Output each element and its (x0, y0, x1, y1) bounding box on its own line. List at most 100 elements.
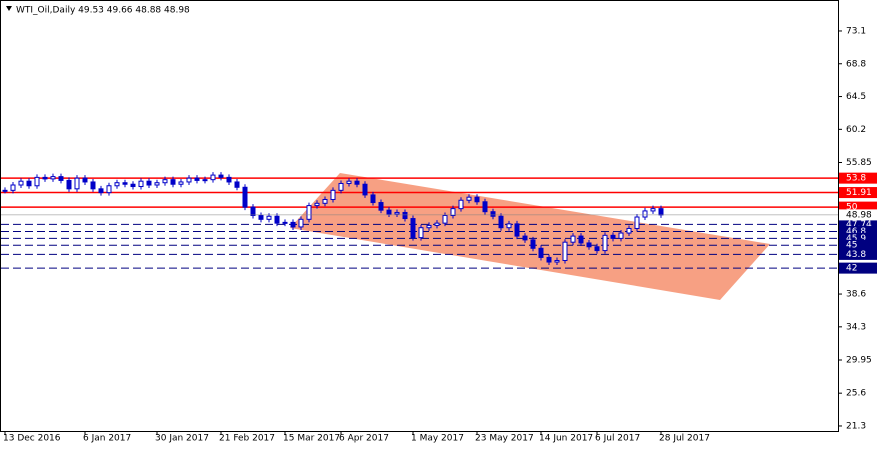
x-tick-label: 14 Jun 2017 (539, 434, 593, 444)
candle-body (106, 185, 112, 194)
candle-body (10, 184, 16, 191)
candle-body (458, 199, 464, 210)
candle-body (466, 196, 472, 201)
candle-body (490, 211, 496, 217)
candle-body (506, 223, 512, 229)
y-tick-label: 55.85 (846, 158, 872, 168)
candle-body (402, 211, 408, 220)
level-label-bg (839, 226, 877, 238)
candle-body (338, 182, 344, 191)
y-tick-label: 60.2 (846, 125, 866, 135)
candle-body (418, 227, 424, 239)
plot-frame (0, 0, 839, 432)
level-label-bg (839, 201, 877, 213)
y-tick-label: 64.5 (846, 92, 866, 102)
candle-body (50, 176, 56, 180)
candle-body (586, 242, 592, 248)
candle-body (130, 183, 136, 188)
level-label-bg (839, 262, 877, 274)
candle-body (186, 177, 192, 183)
chart-title: WTI_Oil,Daily 49.53 49.66 48.88 48.98 (16, 6, 190, 16)
candle-body (386, 209, 392, 215)
x-tick-label: 6 Jul 2017 (595, 434, 640, 444)
candle-body (474, 196, 480, 203)
candle-body (58, 176, 64, 181)
x-tick-label: 13 Dec 2016 (3, 434, 61, 444)
level-label: 46.8 (846, 227, 866, 237)
candle-body (34, 176, 40, 187)
candle-body (626, 227, 632, 234)
candle-body (578, 235, 584, 244)
level-label: 45.9 (846, 234, 866, 244)
candle-body (634, 216, 640, 229)
candle-body (234, 181, 240, 188)
candle-body (90, 181, 96, 190)
level-label-bg (839, 248, 877, 260)
candle-body (362, 183, 368, 196)
candle-body (242, 186, 248, 208)
candle-body (482, 201, 488, 213)
candle-body (18, 180, 24, 186)
x-tick-label: 1 May 2017 (411, 434, 464, 444)
y-tick-label: 38.6 (846, 290, 866, 300)
candle-body (250, 206, 256, 217)
candle-body (82, 177, 88, 183)
candle-body (522, 235, 528, 241)
x-tick-label: 21 Feb 2017 (219, 434, 275, 444)
candle-body (170, 179, 176, 185)
candle-body (218, 174, 224, 178)
candle-body (298, 218, 304, 228)
candle-body (122, 182, 128, 185)
y-tick-label: 73.1 (846, 26, 866, 36)
candle-body (410, 218, 416, 239)
candle-body (562, 241, 568, 261)
candle-body (642, 210, 648, 218)
candle-body (570, 235, 576, 243)
candle-body (426, 224, 432, 229)
level-label-bg (839, 172, 877, 184)
candle-body (658, 208, 664, 216)
candle-body (610, 234, 616, 239)
x-tick-label: 23 May 2017 (475, 434, 534, 444)
candle-body (194, 177, 200, 181)
candle-body (282, 221, 288, 224)
candle-body (330, 189, 336, 200)
y-tick-label: 34.3 (846, 322, 866, 332)
x-tick-label: 6 Jan 2017 (83, 434, 131, 444)
y-tick-label: 21.3 (846, 421, 866, 431)
candle-body (322, 198, 328, 204)
candle-body (450, 208, 456, 217)
level-label: 50 (846, 203, 858, 213)
candle-body (314, 202, 320, 207)
level-label-bg (839, 187, 877, 199)
candle-body (42, 176, 48, 180)
candle-body (290, 221, 296, 228)
candle-body (442, 215, 448, 224)
x-tick-label: 30 Jan 2017 (155, 434, 209, 444)
candle-body (274, 215, 280, 224)
candle-body (66, 179, 72, 190)
level-label: 53.8 (846, 174, 866, 184)
level-label-bg (839, 239, 877, 251)
y-tick-label: 29.95 (846, 356, 872, 366)
x-tick-label: 15 Mar 2017 (283, 434, 340, 444)
candle-body (602, 234, 608, 252)
candle-body (226, 176, 232, 183)
x-tick-label: 6 Apr 2017 (339, 434, 389, 444)
last-price-label: 48.98 (846, 210, 872, 220)
level-label: 42 (846, 264, 857, 274)
level-label: 51.91 (846, 188, 872, 198)
y-tick-label: 25.6 (846, 389, 866, 399)
menu-arrow[interactable] (6, 6, 12, 11)
candle-body (74, 177, 80, 190)
candle-body (202, 179, 208, 182)
candle-body (594, 246, 600, 252)
candle-body (554, 259, 560, 263)
candle-body (138, 180, 144, 188)
candle-body (498, 215, 504, 229)
candle-body (210, 174, 216, 181)
candle-body (114, 182, 120, 187)
level-label: 45 (846, 241, 857, 251)
level-label-bg (839, 218, 877, 230)
